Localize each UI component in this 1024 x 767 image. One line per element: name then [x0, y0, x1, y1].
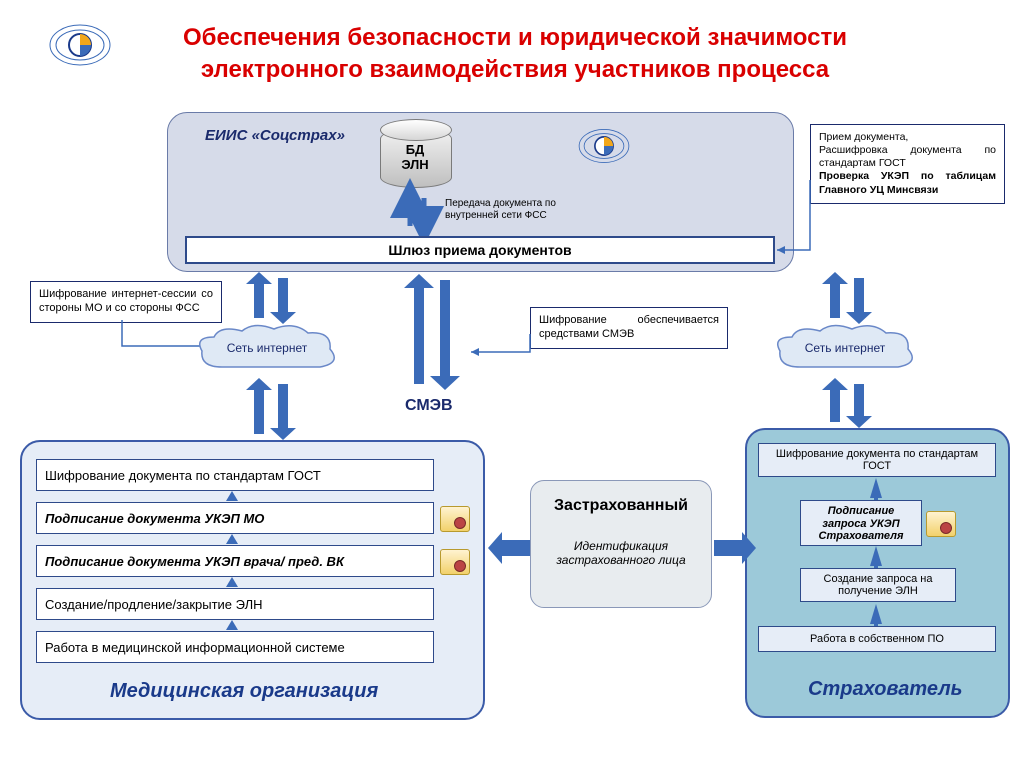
- right-panel-title: Страхователь: [808, 678, 963, 701]
- arrow-center-right: [710, 530, 758, 566]
- seal-icon: [440, 549, 470, 575]
- left-step-arrows: [222, 489, 242, 639]
- connector-topnote-gateway: [775, 180, 835, 260]
- title-line1: Обеспечения безопасности и юридической з…: [120, 22, 910, 54]
- right-step-2: Подписание запроса УКЭП Страхователя: [800, 500, 922, 546]
- smev-label: СМЭВ: [405, 397, 453, 415]
- left-note: Шифрование интернет-сессии со стороны МО…: [30, 281, 222, 323]
- arrow-smev-top: [398, 272, 464, 392]
- arrow-center-left: [486, 530, 534, 566]
- arrow-gateway-cloud-left: [240, 270, 300, 326]
- top-right-note: Прием документа, Расшифровка документа п…: [810, 124, 1005, 204]
- connector-midnote-smev: [465, 332, 535, 372]
- center-title: Застрахованный: [541, 497, 701, 515]
- mid-note: Шифрование обеспечивается средствами СМЭ…: [530, 307, 728, 349]
- cloud-left: Сеть интернет: [192, 323, 342, 377]
- arrow-gateway-cloud-right: [816, 270, 876, 326]
- transfer-note: Передача документа по внутренней сети ФС…: [445, 198, 585, 221]
- seal-icon: [926, 511, 956, 537]
- left-step-1: Шифрование документа по стандартам ГОСТ: [36, 459, 434, 491]
- header-logo: [45, 20, 115, 75]
- right-step-1: Шифрование документа по стандартам ГОСТ: [758, 443, 996, 477]
- db-icon: БДЭЛН: [380, 128, 452, 188]
- arrow-cloud-left-panel: [240, 376, 300, 442]
- left-panel-title: Медицинская организация: [110, 680, 378, 703]
- center-sub: Идентификация застрахованного лица: [541, 539, 701, 567]
- page-title: Обеспечения безопасности и юридической з…: [120, 22, 910, 87]
- seal-icon: [440, 506, 470, 532]
- top-panel-label: ЕИИС «Соцстрах»: [205, 127, 345, 144]
- arrow-db-gateway: [398, 192, 438, 232]
- center-panel: Застрахованный Идентификация застрахован…: [530, 480, 712, 608]
- top-panel-logo: [575, 125, 633, 172]
- gateway-bar: Шлюз приема документов: [185, 236, 775, 264]
- cloud-right: Сеть интернет: [770, 323, 920, 377]
- arrow-cloud-right-panel: [816, 376, 876, 430]
- right-step-arrows: [866, 476, 886, 636]
- title-line2: электронного взаимодействия участников п…: [120, 54, 910, 86]
